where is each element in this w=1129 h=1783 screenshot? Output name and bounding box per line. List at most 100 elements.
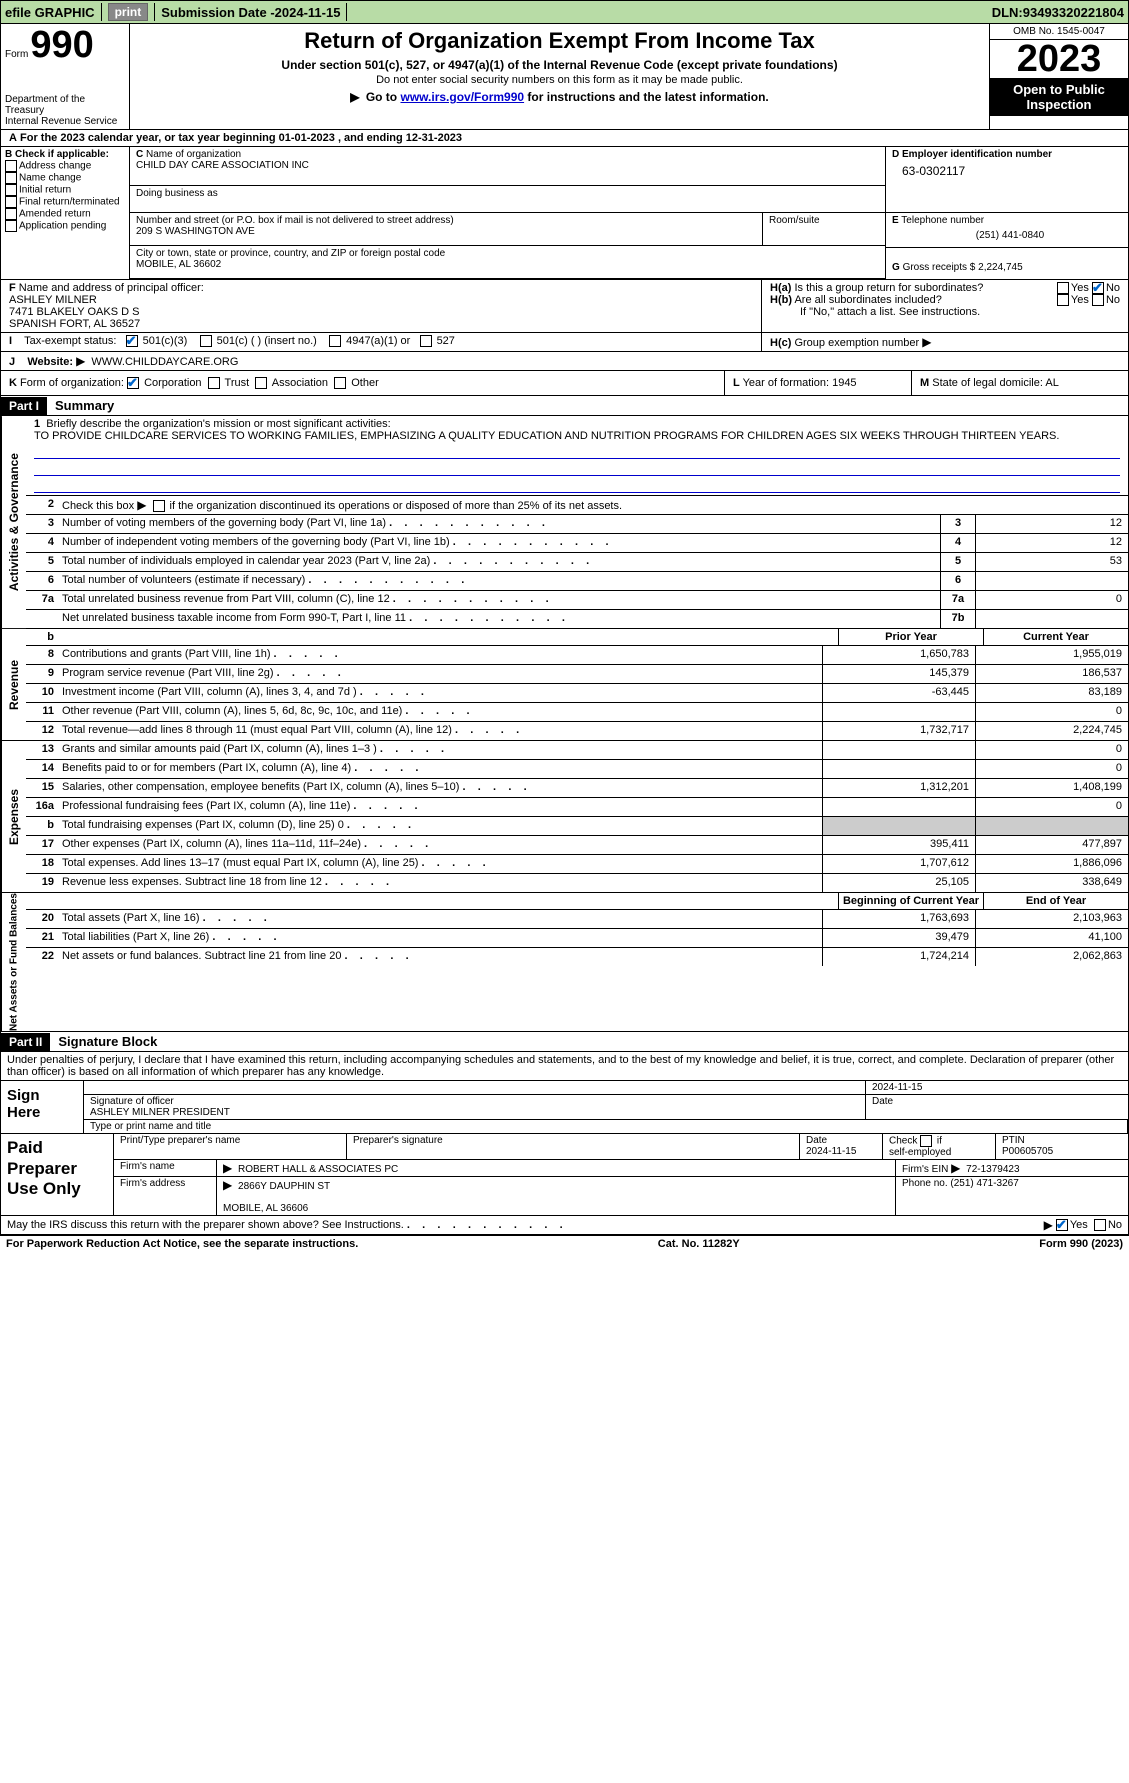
dln-label: DLN: (992, 5, 1023, 20)
submission-date: 2024-11-15 (275, 5, 341, 20)
officer-signature: ASHLEY MILNER PRESIDENT (90, 1107, 230, 1118)
table-row: 13 Grants and similar amounts paid (Part… (26, 741, 1128, 760)
website-url: WWW.CHILDDAYCARE.ORG (91, 356, 238, 368)
irs-link[interactable]: www.irs.gov/Form990 (400, 90, 524, 104)
chk-address-change[interactable] (5, 160, 17, 172)
form-goto: ▶ Go to www.irs.gov/Form990 for instruct… (134, 90, 985, 104)
form-id-block: Form 990 Department of the Treasury Inte… (1, 24, 130, 129)
section-revenue: Revenue b Prior Year Current Year 8 Cont… (0, 629, 1129, 741)
ein-value: 63-0302117 (892, 160, 1122, 186)
chk-discuss-yes[interactable] (1056, 1219, 1068, 1231)
firm-addr1: 2866Y DAUPHIN ST (238, 1181, 330, 1192)
form-footer-right: Form 990 (2023) (1039, 1238, 1123, 1250)
chk-name-change[interactable] (5, 172, 17, 184)
vtab-revenue: Revenue (1, 629, 26, 740)
sign-here-block: Sign Here 2024-11-15 Signature of office… (0, 1081, 1129, 1134)
form-title-block: Return of Organization Exempt From Incom… (130, 24, 989, 129)
vtab-netassets: Net Assets or Fund Balances (1, 893, 26, 1031)
form-footer: For Paperwork Reduction Act Notice, see … (0, 1235, 1129, 1252)
chk-501c3[interactable] (126, 335, 138, 347)
paid-preparer-block: Paid Preparer Use Only Print/Type prepar… (0, 1134, 1129, 1216)
tax-year: 2023 (990, 40, 1128, 78)
irs-discuss-row: May the IRS discuss this return with the… (0, 1216, 1129, 1235)
form-year-block: OMB No. 1545-0047 2023 Open to Public In… (989, 24, 1128, 129)
chk-trust[interactable] (208, 377, 220, 389)
col-h-group: H(a) Is this a group return for subordin… (762, 280, 1128, 332)
col-b-checkboxes: B Check if applicable: Address change Na… (1, 147, 130, 279)
chk-501c[interactable] (200, 335, 212, 347)
firm-addr2: MOBILE, AL 36606 (223, 1203, 308, 1214)
chk-ha-no[interactable] (1092, 282, 1104, 294)
table-row: 9 Program service revenue (Part VIII, li… (26, 665, 1128, 684)
table-row: 22 Net assets or fund balances. Subtract… (26, 948, 1128, 966)
topbar: efile GRAPHIC print Submission Date - 20… (0, 0, 1129, 24)
table-row: 19 Revenue less expenses. Subtract line … (26, 874, 1128, 892)
open-to-public: Open to Public Inspection (990, 78, 1128, 116)
form-ssn-note: Do not enter social security numbers on … (134, 74, 985, 86)
gov-line: 5 Total number of individuals employed i… (26, 553, 1128, 572)
firm-ein: 72-1379423 (966, 1164, 1019, 1175)
org-name: CHILD DAY CARE ASSOCIATION INC (136, 160, 309, 171)
form-title: Return of Organization Exempt From Incom… (134, 28, 985, 54)
officer-name: ASHLEY MILNER (9, 294, 97, 306)
print-button[interactable]: print (108, 3, 149, 21)
city-state-zip: MOBILE, AL 36602 (136, 259, 221, 270)
table-row: 11 Other revenue (Part VIII, column (A),… (26, 703, 1128, 722)
chk-final-return[interactable] (5, 196, 17, 208)
table-row: 20 Total assets (Part X, line 16) 1,763,… (26, 910, 1128, 929)
vtab-governance: Activities & Governance (1, 416, 26, 628)
firm-phone: (251) 471-3267 (950, 1178, 1018, 1189)
chk-corporation[interactable] (127, 377, 139, 389)
chk-discuss-no[interactable] (1094, 1219, 1106, 1231)
form-number: 990 (30, 26, 93, 64)
chk-ha-yes[interactable] (1057, 282, 1069, 294)
table-row: 10 Investment income (Part VIII, column … (26, 684, 1128, 703)
table-row: 14 Benefits paid to or for members (Part… (26, 760, 1128, 779)
section-b-through-g: B Check if applicable: Address change Na… (0, 147, 1129, 280)
gov-line: 3 Number of voting members of the govern… (26, 515, 1128, 534)
efile-label: efile GRAPHIC (5, 5, 95, 20)
row-a-taxyear: A For the 2023 calendar year, or tax yea… (0, 130, 1129, 147)
chk-initial-return[interactable] (5, 184, 17, 196)
section-netassets: Net Assets or Fund Balances Beginning of… (0, 893, 1129, 1032)
part2-header: Part II Signature Block (0, 1032, 1129, 1052)
dln-value: 93493320221804 (1023, 5, 1124, 20)
table-row: 18 Total expenses. Add lines 13–17 (must… (26, 855, 1128, 874)
vtab-expenses: Expenses (1, 741, 26, 892)
state-domicile: AL (1045, 377, 1058, 389)
chk-hb-yes[interactable] (1057, 294, 1069, 306)
chk-hb-no[interactable] (1092, 294, 1104, 306)
gov-line: Net unrelated business taxable income fr… (26, 610, 1128, 628)
section-expenses: Expenses 13 Grants and similar amounts p… (0, 741, 1129, 893)
irs-label: Internal Revenue Service (5, 116, 125, 127)
col-c-through-g: C Name of organization CHILD DAY CARE AS… (130, 147, 1128, 279)
firm-name: ROBERT HALL & ASSOCIATES PC (238, 1164, 398, 1175)
part1-header: Part I Summary (0, 396, 1129, 416)
chk-association[interactable] (255, 377, 267, 389)
table-row: 12 Total revenue—add lines 8 through 11 … (26, 722, 1128, 740)
table-row: 15 Salaries, other compensation, employe… (26, 779, 1128, 798)
chk-4947[interactable] (329, 335, 341, 347)
telephone: (251) 441-0840 (892, 226, 1128, 241)
form-word: Form (5, 49, 28, 60)
mission-text: TO PROVIDE CHILDCARE SERVICES TO WORKING… (34, 430, 1059, 442)
section-governance: Activities & Governance 1 Briefly descri… (0, 416, 1129, 629)
table-row: 21 Total liabilities (Part X, line 26) 3… (26, 929, 1128, 948)
chk-discontinued[interactable] (153, 500, 165, 512)
chk-other[interactable] (334, 377, 346, 389)
chk-amended[interactable] (5, 208, 17, 220)
table-row: 8 Contributions and grants (Part VIII, l… (26, 646, 1128, 665)
chk-527[interactable] (420, 335, 432, 347)
row-j-website: J Website: ▶ WWW.CHILDDAYCARE.ORG (0, 352, 1129, 371)
gov-line: 4 Number of independent voting members o… (26, 534, 1128, 553)
gov-line: 7a Total unrelated business revenue from… (26, 591, 1128, 610)
officer-addr1: 7471 BLAKELY OAKS D S (9, 306, 139, 318)
form-header: Form 990 Department of the Treasury Inte… (0, 24, 1129, 130)
chk-self-employed[interactable] (920, 1135, 932, 1147)
row-klm: K Form of organization: Corporation Trus… (0, 371, 1129, 396)
declaration-text: Under penalties of perjury, I declare th… (0, 1052, 1129, 1081)
row-i-taxstatus: I Tax-exempt status: 501(c)(3) 501(c) ( … (0, 332, 1129, 352)
chk-application-pending[interactable] (5, 220, 17, 232)
gross-receipts: 2,224,745 (978, 262, 1023, 273)
table-row: b Total fundraising expenses (Part IX, c… (26, 817, 1128, 836)
